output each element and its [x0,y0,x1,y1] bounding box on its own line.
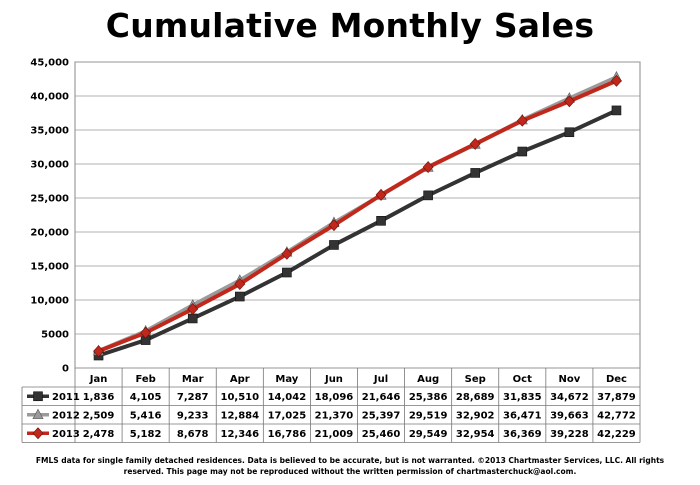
data-table-cell: 29,549 [409,429,448,440]
data-table-cell: 25,397 [362,410,401,421]
data-point-2011 [564,127,575,138]
data-point-2013 [187,303,199,315]
data-point-2013 [611,74,622,87]
data-table-cell: 31,835 [503,392,542,403]
y-tick-label: 25,000 [30,194,69,205]
x-category-label: Feb [135,374,155,385]
y-tick-label: 45,000 [30,58,69,69]
data-point-2013 [563,95,575,108]
y-tick-label: 20,000 [30,228,69,239]
data-table-cell: 2,478 [83,429,115,440]
data-table-cell: 32,902 [456,410,495,421]
data-point-2013 [281,247,293,260]
data-table-cell: 5,416 [130,410,162,421]
y-tick-label: 0 [62,364,69,375]
data-table-cell: 39,228 [550,429,589,440]
data-table-cell: 17,025 [268,410,307,421]
data-point-2011 [376,216,386,226]
data-table-cell: 9,233 [177,410,209,421]
data-table-cell: 7,287 [177,392,209,403]
data-point-2011 [234,291,245,302]
x-category-label: Dec [606,374,627,385]
data-point-2011 [282,267,292,278]
data-table-cell: 18,096 [315,392,354,403]
data-table-cell: 32,954 [456,429,495,440]
data-table-cell: 21,370 [315,410,354,421]
data-table-cell: 25,386 [409,392,448,403]
data-point-2013 [422,161,434,174]
y-tick-label: 40,000 [30,92,69,103]
data-table-cell: 21,646 [362,392,401,403]
data-table-cell: 5,182 [130,429,162,440]
data-table-cell: 36,471 [503,410,542,421]
data-table-cell: 2,509 [83,410,115,421]
data-point-2013 [234,278,246,290]
legend-marker-2011 [33,391,43,402]
data-table-cell: 12,884 [220,410,259,421]
x-category-label: Jun [324,374,343,385]
data-table-cell: 16,786 [268,429,307,440]
y-tick-label: 10,000 [30,296,69,307]
data-table-cell: 14,042 [268,392,307,403]
x-category-label: Nov [558,374,580,385]
data-point-2011 [470,168,481,178]
data-point-2011 [611,105,622,116]
data-point-2013 [469,137,481,150]
x-category-label: Jan [89,374,108,385]
data-table-cell: 37,879 [597,392,636,403]
data-table-cell: 29,519 [409,410,448,421]
data-point-2011 [187,313,198,324]
x-category-label: Mar [182,374,204,385]
x-category-label: Aug [417,374,439,385]
data-table-cell: 36,369 [503,429,542,440]
data-table-cell: 42,229 [597,429,636,440]
legend-marker-2013 [32,427,44,440]
x-category-label: May [275,374,298,385]
y-tick-label: 15,000 [30,262,69,273]
data-table-cell: 21,009 [315,429,354,440]
data-table-cell: 28,689 [456,392,495,403]
data-table-cell: 34,672 [550,392,589,403]
data-table-cell: 39,663 [550,410,589,421]
data-point-2011 [517,146,528,157]
data-point-2013 [140,326,152,339]
series-line-2011 [97,108,618,358]
series-line-2012 [97,75,618,353]
data-table-cell: 10,510 [220,392,259,403]
data-table-cell: 25,460 [362,429,401,440]
series-line-2013 [97,79,618,354]
data-table-cell: 4,105 [130,392,162,403]
legend-label-2012: 2012 [52,410,80,421]
data-point-2013 [93,345,104,358]
chart-title: Cumulative Monthly Sales [105,6,595,45]
data-table-cell: 8,678 [177,429,209,440]
data-table-cell: 12,346 [220,429,259,440]
legend-label-2013: 2013 [52,429,80,440]
data-point-2013 [375,188,387,201]
footer-disclaimer: FMLS data for single family detached res… [35,456,665,476]
legend-label-2011: 2011 [52,392,80,403]
x-category-label: Sep [465,374,486,385]
y-tick-label: 30,000 [30,160,69,171]
data-point-2013 [516,114,528,127]
y-tick-label: 5000 [41,330,69,341]
data-table-cell: 42,772 [597,410,636,421]
data-table-cell: 1,836 [83,392,115,403]
data-point-2013 [328,219,340,232]
x-category-label: Apr [230,374,250,385]
x-category-label: Oct [513,374,532,385]
legend-marker-2012 [32,408,44,420]
data-point-2011 [329,240,339,250]
x-category-label: Jul [373,374,388,385]
y-tick-label: 35,000 [30,126,69,137]
data-point-2011 [423,190,433,201]
